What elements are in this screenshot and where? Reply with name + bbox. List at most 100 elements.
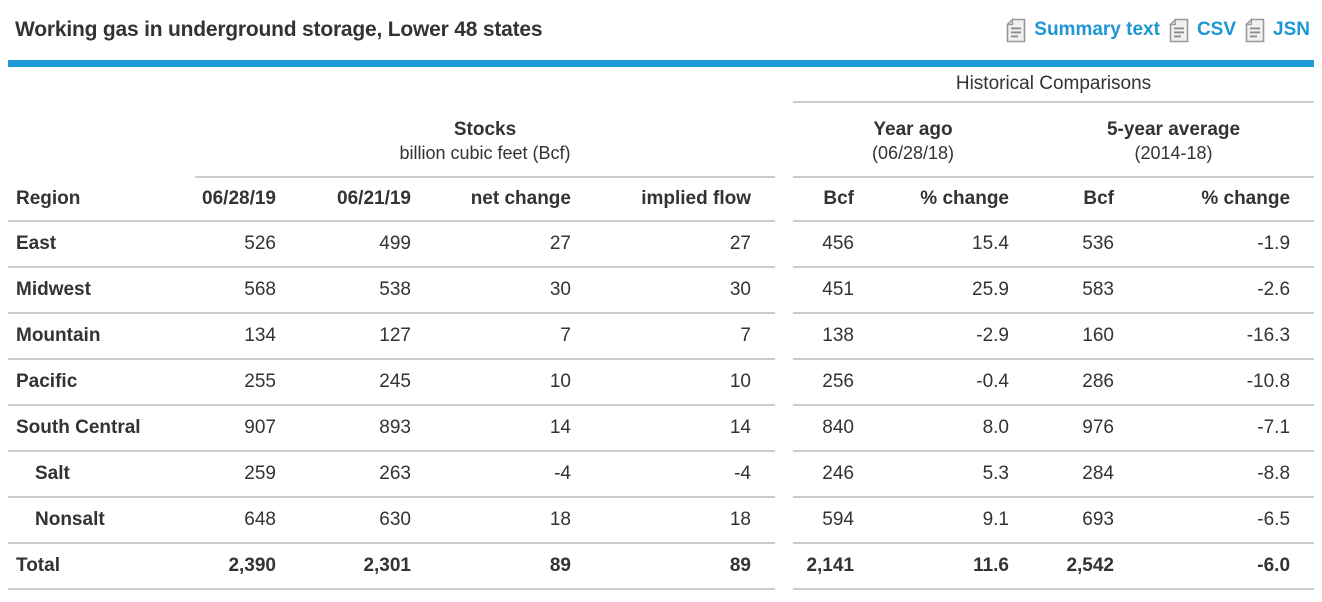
five-year-subtitle: (2014-18) <box>1134 143 1213 164</box>
document-icon <box>1006 17 1027 43</box>
value-cell: 10 <box>595 359 775 406</box>
column-gap <box>775 497 793 543</box>
empty-cell <box>8 102 195 177</box>
five-year-title: 5-year average <box>1106 118 1241 140</box>
column-header-yearago-bcf: Bcf <box>793 177 878 222</box>
value-cell: 255 <box>195 359 300 406</box>
value-cell: 259 <box>195 451 300 498</box>
value-cell: 594 <box>793 497 878 544</box>
column-gap <box>775 102 793 177</box>
span-header-row: Stocks billion cubic feet (Bcf) Year ago… <box>8 102 1315 178</box>
region-cell: Pacific <box>8 359 195 406</box>
jsn-label: JSN <box>1273 19 1310 40</box>
column-gap <box>775 313 793 359</box>
page-title: Working gas in underground storage, Lowe… <box>15 18 543 41</box>
value-cell: 25.9 <box>878 267 1033 314</box>
value-cell: 583 <box>1033 267 1138 314</box>
table-row: Pacific 255 245 10 10 256 -0.4 286 -10.8 <box>8 359 1315 406</box>
header-bar: Working gas in underground storage, Lowe… <box>8 0 1314 60</box>
value-cell: 245 <box>300 359 435 406</box>
value-cell: 14 <box>595 405 775 452</box>
region-cell: Midwest <box>8 267 195 314</box>
value-cell: -10.8 <box>1138 359 1315 406</box>
column-header-row: Region 06/28/19 06/21/19 net change impl… <box>8 177 1315 222</box>
jsn-link[interactable]: JSN <box>1245 17 1310 43</box>
value-cell: 2,301 <box>300 543 435 590</box>
value-cell: -1.9 <box>1138 221 1315 268</box>
value-cell: -6.0 <box>1138 543 1315 590</box>
value-cell: 7 <box>435 313 595 360</box>
csv-link[interactable]: CSV <box>1169 17 1237 43</box>
value-cell: 451 <box>793 267 878 314</box>
column-gap <box>775 221 793 267</box>
table-row: Salt 259 263 -4 -4 246 5.3 284 -8.8 <box>8 451 1315 498</box>
value-cell: 536 <box>1033 221 1138 268</box>
csv-label: CSV <box>1196 19 1237 40</box>
value-cell: -7.1 <box>1138 405 1315 452</box>
column-header-region: Region <box>8 177 195 222</box>
column-header-implied-flow: implied flow <box>595 177 775 222</box>
empty-cell <box>8 67 775 102</box>
stocks-title: Stocks <box>453 118 517 140</box>
column-gap <box>775 451 793 497</box>
value-cell: 840 <box>793 405 878 452</box>
value-cell: 2,141 <box>793 543 878 590</box>
accent-bar <box>8 60 1314 67</box>
value-cell: 286 <box>1033 359 1138 406</box>
historical-comparisons-header: Historical Comparisons <box>793 67 1315 103</box>
value-cell: 263 <box>300 451 435 498</box>
value-cell: -2.9 <box>878 313 1033 360</box>
value-cell: 15.4 <box>878 221 1033 268</box>
column-gap <box>775 67 793 102</box>
value-cell: 9.1 <box>878 497 1033 544</box>
value-cell: 456 <box>793 221 878 268</box>
value-cell: 893 <box>300 405 435 452</box>
value-cell: -4 <box>595 451 775 498</box>
value-cell: 2,390 <box>195 543 300 590</box>
table-body: East 526 499 27 27 456 15.4 536 -1.9 Midwest 568 53… <box>8 221 1315 590</box>
group-header-row: Historical Comparisons <box>8 67 1315 103</box>
value-cell: 5.3 <box>878 451 1033 498</box>
value-cell: 256 <box>793 359 878 406</box>
value-cell: 693 <box>1033 497 1138 544</box>
table-row: Nonsalt 648 630 18 18 594 9.1 693 -6.5 <box>8 497 1315 544</box>
value-cell: 138 <box>793 313 878 360</box>
value-cell: 630 <box>300 497 435 544</box>
summary-text-label: Summary text <box>1034 19 1160 40</box>
value-cell: -6.5 <box>1138 497 1315 544</box>
value-cell: 18 <box>595 497 775 544</box>
column-header-5yr-bcf: Bcf <box>1033 177 1138 222</box>
document-icon <box>1245 17 1266 43</box>
year-ago-title: Year ago <box>873 118 953 140</box>
value-cell: 134 <box>195 313 300 360</box>
column-gap <box>775 359 793 405</box>
summary-text-link[interactable]: Summary text <box>1006 17 1160 43</box>
column-gap <box>775 267 793 313</box>
stocks-subtitle: billion cubic feet (Bcf) <box>399 143 571 164</box>
column-gap <box>775 177 793 221</box>
value-cell: 89 <box>435 543 595 590</box>
value-cell: 18 <box>435 497 595 544</box>
value-cell: 14 <box>435 405 595 452</box>
document-icon <box>1169 17 1190 43</box>
export-links: Summary text CSV <box>1006 17 1310 43</box>
value-cell: 499 <box>300 221 435 268</box>
column-header-net-change: net change <box>435 177 595 222</box>
region-cell: East <box>8 221 195 268</box>
region-cell: Total <box>8 543 195 590</box>
value-cell: 30 <box>595 267 775 314</box>
storage-table: Historical Comparisons Stocks billion cu… <box>8 67 1315 590</box>
value-cell: 127 <box>300 313 435 360</box>
table-row: Midwest 568 538 30 30 451 25.9 583 -2.6 <box>8 267 1315 314</box>
stocks-header: Stocks billion cubic feet (Bcf) <box>195 102 775 178</box>
value-cell: -0.4 <box>878 359 1033 406</box>
table-row: South Central 907 893 14 14 840 8.0 976 -7.1 <box>8 405 1315 452</box>
value-cell: 89 <box>595 543 775 590</box>
table-row: Mountain 134 127 7 7 138 -2.9 160 -16.3 <box>8 313 1315 360</box>
value-cell: 7 <box>595 313 775 360</box>
value-cell: 30 <box>435 267 595 314</box>
value-cell: -4 <box>435 451 595 498</box>
value-cell: 568 <box>195 267 300 314</box>
value-cell: 284 <box>1033 451 1138 498</box>
